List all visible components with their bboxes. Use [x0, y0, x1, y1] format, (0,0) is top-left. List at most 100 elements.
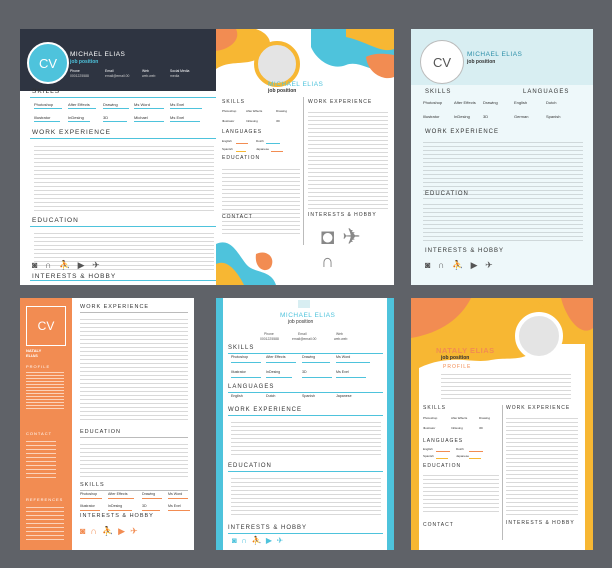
resume-6-skills-title: SKILLS [423, 405, 446, 411]
resume-6-lang-bar [436, 451, 450, 453]
resume-1-skill-bar [34, 108, 62, 110]
resume-3-skill: Photoshop [423, 100, 443, 105]
resume-1-work-entries [34, 143, 214, 213]
resume-3-job: job position [467, 59, 496, 65]
running-icon: ⛹ [101, 526, 114, 536]
resume-5-contact-web-head: Web [336, 332, 343, 336]
resume-5-work-title: WORK EXPERIENCE [228, 407, 303, 413]
resume-6-lang-bar [436, 458, 448, 460]
resume-6-skill: Drawing [479, 416, 491, 420]
resume-1-skill-bar [170, 121, 200, 123]
resume-4-skill: Illustrator [80, 504, 95, 508]
resume-3-name: MICHAEL ELIAS [467, 51, 523, 58]
airplane-icon: ✈ [130, 526, 138, 536]
resume-6-education-title: EDUCATION [423, 463, 462, 469]
resume-template-4: CV NATALY ELIAS PROFILE CONTACT REFERENC… [20, 298, 194, 550]
resume-1-skill-bar [134, 121, 164, 123]
resume-6-work-title: WORK EXPERIENCE [506, 405, 571, 411]
resume-6-skill: InDesing [451, 426, 463, 430]
resume-3-hobby-icons: ◙ ∩ ⛹ ▶ ✈ [425, 260, 493, 271]
resume-2-column-divider [303, 97, 304, 245]
resume-1-education-rule [30, 226, 216, 228]
resume-2-skills-title: SKILLS [222, 99, 245, 105]
video-camera-icon: ▶ [77, 260, 85, 270]
resume-1-contact-social: media [170, 74, 180, 78]
resume-4-interests-title: INTERESTS & HOBBY [80, 513, 154, 519]
resume-1-skill: Photoshop [34, 102, 54, 107]
resume-5-skill: InDesing [266, 370, 281, 374]
resume-5-language: Dutch [266, 394, 276, 398]
resume-5-photo [298, 300, 310, 308]
resume-6-languages-title: LANGUAGES [423, 438, 464, 444]
resume-5-languages-title: LANGUAGES [228, 384, 275, 390]
resume-5-education-entries [231, 475, 381, 515]
resume-5-name: MICHAEL ELIAS [280, 312, 336, 319]
resume-2-education-title: EDUCATION [222, 155, 261, 161]
resume-2-languages-title: LANGUAGES [222, 129, 263, 135]
resume-5-skills-title: SKILLS [228, 345, 255, 351]
resume-1-skills-rule [30, 97, 216, 99]
resume-6-language: Dutch [456, 447, 464, 451]
resume-6-skill: Illustrator [423, 426, 436, 430]
resume-5-skill-bar [302, 362, 330, 364]
resume-4-skill-bar [142, 498, 162, 500]
video-camera-icon: ▶ [265, 536, 273, 545]
resume-1-interests-title: INTERESTS & HOBBY [32, 273, 117, 280]
resume-3-work-title: WORK EXPERIENCE [425, 129, 500, 135]
resume-1-skill: InDesing [68, 115, 84, 120]
airplane-icon: ✈ [485, 260, 493, 270]
video-camera-icon: ▶ [118, 526, 126, 536]
airplane-icon: ✈ [92, 260, 100, 270]
resume-5-job: job position [288, 319, 314, 325]
resume-5-skill-bar [231, 362, 261, 364]
resume-4-skill: InDesing [108, 504, 123, 508]
resume-2-name: MICHAEL ELIAS [268, 81, 324, 88]
resume-template-6: NATALY ELIAS job position PROFILE SKILLS… [411, 298, 593, 550]
resume-2-lang-bar [271, 151, 283, 153]
resume-3-language: Dutch [546, 100, 557, 105]
resume-1-contact-email: email@email.00 [105, 74, 130, 78]
resume-5-interests-title: INTERESTS & HOBBY [228, 525, 308, 531]
resume-6-lang-bar [469, 451, 483, 453]
resume-template-5: MICHAEL ELIAS job position Phone 0001225… [216, 298, 394, 550]
headphones-icon: ∩ [437, 260, 445, 270]
resume-2-language: Dutch [256, 139, 264, 143]
resume-5-contact-phone-head: Phone [264, 332, 274, 336]
resume-6-photo-circle [515, 312, 563, 360]
resume-1-name: MICHAEL ELIAS [70, 51, 126, 58]
resume-4-skill-bar [168, 498, 188, 500]
resume-4-skills-title: SKILLS [80, 482, 105, 488]
resume-1-skill-bar [103, 108, 129, 110]
resume-1-work-rule [30, 138, 216, 140]
resume-5-skill: After Effects [266, 355, 286, 359]
resume-4-references-title: REFERENCES [26, 497, 64, 502]
resume-4-profile-title: PROFILE [26, 364, 51, 369]
resume-5-contact-phone: 0001225588 [260, 337, 279, 341]
resume-1-skill-bar [34, 121, 60, 123]
airplane-icon: ✈ [276, 536, 284, 545]
resume-2-language: Spanish [222, 147, 233, 151]
resume-4-skill: Drawing [142, 492, 156, 496]
resume-4-skill-bar [108, 498, 134, 500]
resume-6-education-entries [423, 472, 499, 514]
resume-2-contact-title: CONTACT [222, 214, 253, 220]
resume-1-skills-title: SKILLS [32, 88, 61, 95]
resume-4-skill-bar [108, 510, 132, 512]
resume-4-cv-text: CV [37, 319, 55, 333]
resume-6-skill: 3D [479, 426, 483, 430]
headphones-icon: ∩ [321, 251, 334, 271]
headphones-icon: ∩ [44, 260, 52, 270]
resume-3-cv-text: CV [432, 54, 452, 70]
resume-4-skill: Ms Exel [168, 504, 181, 508]
running-icon: ⛹ [58, 260, 71, 270]
resume-6-column-divider [502, 405, 503, 540]
resume-4-hobby-icons: ◙ ∩ ⛹ ▶ ✈ [80, 526, 138, 537]
resume-3-skill: Illustrator [423, 114, 440, 119]
resume-6-language: Spanish [423, 454, 434, 458]
camera-icon: ◙ [32, 260, 38, 270]
resume-1-work-title: WORK EXPERIENCE [32, 129, 111, 136]
resume-4-work-rule [80, 312, 188, 313]
resume-1-hobby-icons: ◙ ∩ ⛹ ▶ ✈ [32, 260, 152, 272]
resume-6-language: Japanese [456, 454, 470, 458]
resume-3-education-entries [423, 201, 583, 243]
